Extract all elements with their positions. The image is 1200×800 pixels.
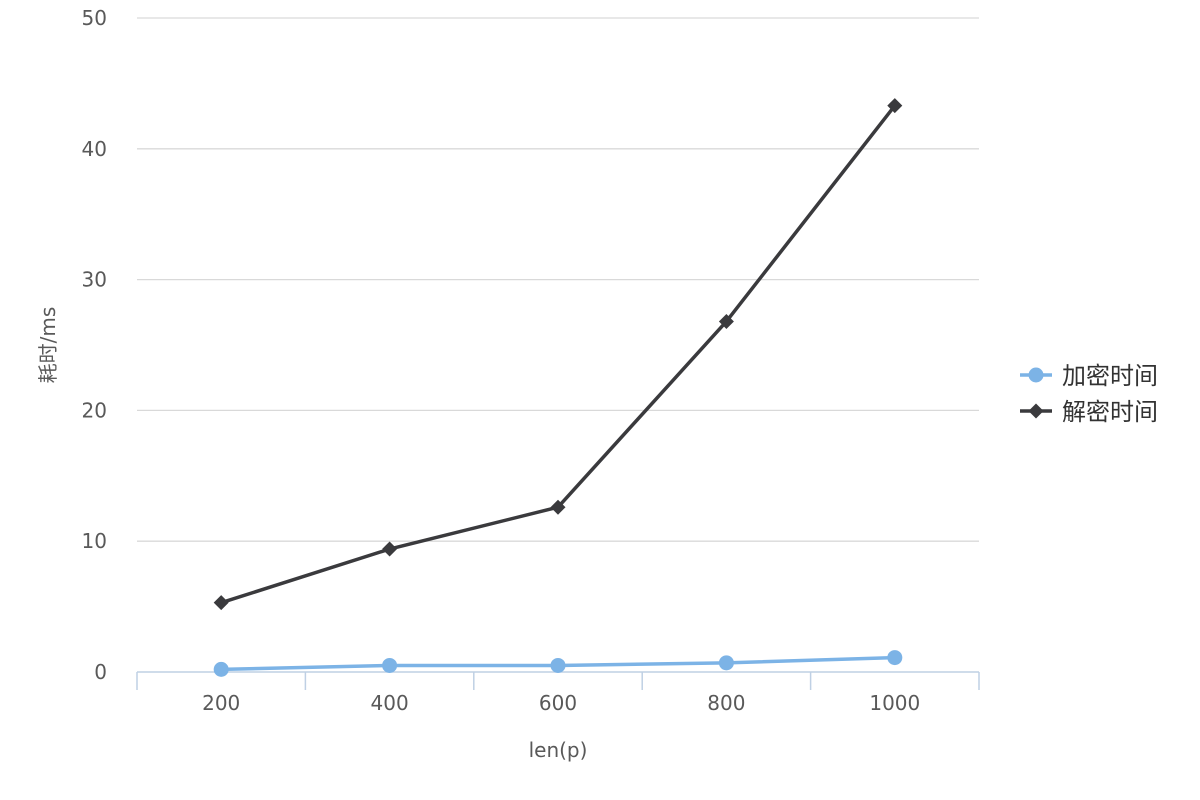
data-point — [718, 313, 734, 329]
x-axis — [136, 671, 980, 690]
legend-item: 解密时间 — [1020, 398, 1158, 426]
y-tick-label: 0 — [94, 660, 107, 684]
data-point — [213, 595, 229, 611]
x-tick-label: 200 — [202, 691, 240, 715]
legend-label: 加密时间 — [1062, 362, 1158, 390]
series-group — [213, 98, 903, 611]
y-axis-title: 耗时/ms — [36, 307, 60, 384]
x-tick-label: 400 — [371, 691, 409, 715]
gridlines — [137, 17, 979, 542]
y-tick-label: 40 — [82, 137, 107, 161]
x-axis-ticks: 200 400 600 800 1000 — [202, 691, 920, 715]
data-point — [382, 541, 398, 557]
legend-label: 解密时间 — [1062, 398, 1158, 426]
y-axis-ticks: 0 10 20 30 40 50 — [82, 6, 107, 684]
data-point — [213, 661, 229, 677]
y-tick-label: 50 — [82, 6, 107, 30]
series-layer — [213, 98, 903, 677]
data-point — [382, 657, 398, 673]
legend-marker — [1028, 403, 1044, 419]
legend-marker — [1028, 367, 1044, 383]
x-tick-label: 800 — [707, 691, 745, 715]
legend-item: 加密时间 — [1020, 362, 1158, 390]
y-tick-label: 20 — [82, 398, 107, 422]
x-axis-title: len(p) — [529, 738, 588, 762]
data-point — [550, 657, 566, 673]
y-tick-label: 30 — [82, 268, 107, 292]
y-tick-label: 10 — [82, 529, 107, 553]
data-point — [887, 650, 903, 666]
series-line — [219, 103, 897, 605]
x-tick-label: 600 — [539, 691, 577, 715]
data-point — [887, 98, 903, 114]
series-group — [213, 650, 903, 677]
data-point — [550, 499, 566, 515]
data-point — [718, 655, 734, 671]
x-tick-label: 1000 — [869, 691, 920, 715]
